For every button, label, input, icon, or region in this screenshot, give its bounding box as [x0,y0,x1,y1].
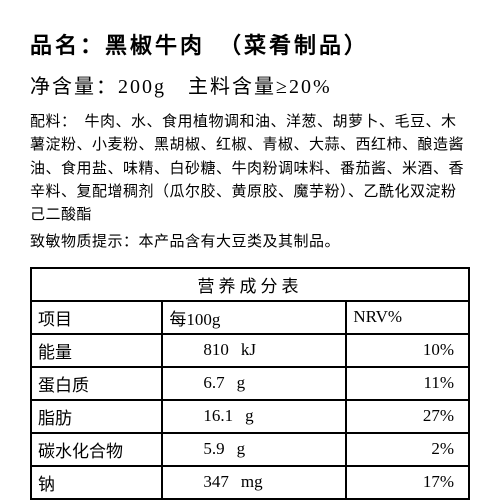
table-row: 脂肪 16.1g 27% [31,400,469,433]
table-row: 蛋白质 6.7g 11% [31,367,469,400]
nutrition-title-row: 营养成分表 [31,268,469,301]
title-label: 品名： [30,33,105,58]
row-value: 16.1g [162,400,346,433]
allergen-notice: 致敏物质提示：本产品含有大豆类及其制品。 [30,231,470,254]
row-nrv: 10% [346,334,469,367]
row-item: 能量 [31,334,162,367]
row-value: 5.9g [162,433,346,466]
row-value: 6.7g [162,367,346,400]
row-value: 810kJ [162,334,346,367]
row-nrv: 17% [346,466,469,499]
nutrition-table: 营养成分表 项目 每100g NRV% 能量 810kJ 10% 蛋白质 6.7… [30,267,470,500]
header-per100: 每100g [162,301,346,334]
nutrition-title-cell: 营养成分表 [31,268,469,301]
row-nrv: 11% [346,367,469,400]
header-item: 项目 [31,301,162,334]
row-item: 蛋白质 [31,367,162,400]
allergen-label: 致敏物质提示： [30,234,139,250]
table-row: 碳水化合物 5.9g 2% [31,433,469,466]
row-item: 脂肪 [31,400,162,433]
net-weight-label: 净含量： [30,76,118,98]
header-nrv: NRV% [346,301,469,334]
subtitle-row: 净含量：200g 主料含量≥20% [30,70,470,99]
row-item: 钠 [31,466,162,499]
ingredients-text: 牛肉、水、食用植物调和油、洋葱、胡萝卜、毛豆、木薯淀粉、小麦粉、黑胡椒、红椒、青… [30,114,464,223]
table-row: 能量 810kJ 10% [31,334,469,367]
nutrition-header-row: 项目 每100g NRV% [31,301,469,334]
ingredients-block: 配料： 牛肉、水、食用植物调和油、洋葱、胡萝卜、毛豆、木薯淀粉、小麦粉、黑胡椒、… [30,111,470,227]
row-nrv: 27% [346,400,469,433]
table-row: 钠 347mg 17% [31,466,469,499]
ingredients-label: 配料： [30,114,69,130]
row-item: 碳水化合物 [31,433,162,466]
net-weight-value: 200g [118,76,166,98]
row-nrv: 2% [346,433,469,466]
row-value: 347mg [162,466,346,499]
allergen-text: 本产品含有大豆类及其制品。 [139,234,341,250]
main-ingredient-label: 主料含量 [188,76,276,98]
product-title: 品名：黑椒牛肉 （菜肴制品） [30,28,470,60]
title-name: 黑椒牛肉 [105,33,205,58]
title-category: （菜肴制品） [230,33,369,58]
main-ingredient-value: ≥20% [276,76,332,98]
